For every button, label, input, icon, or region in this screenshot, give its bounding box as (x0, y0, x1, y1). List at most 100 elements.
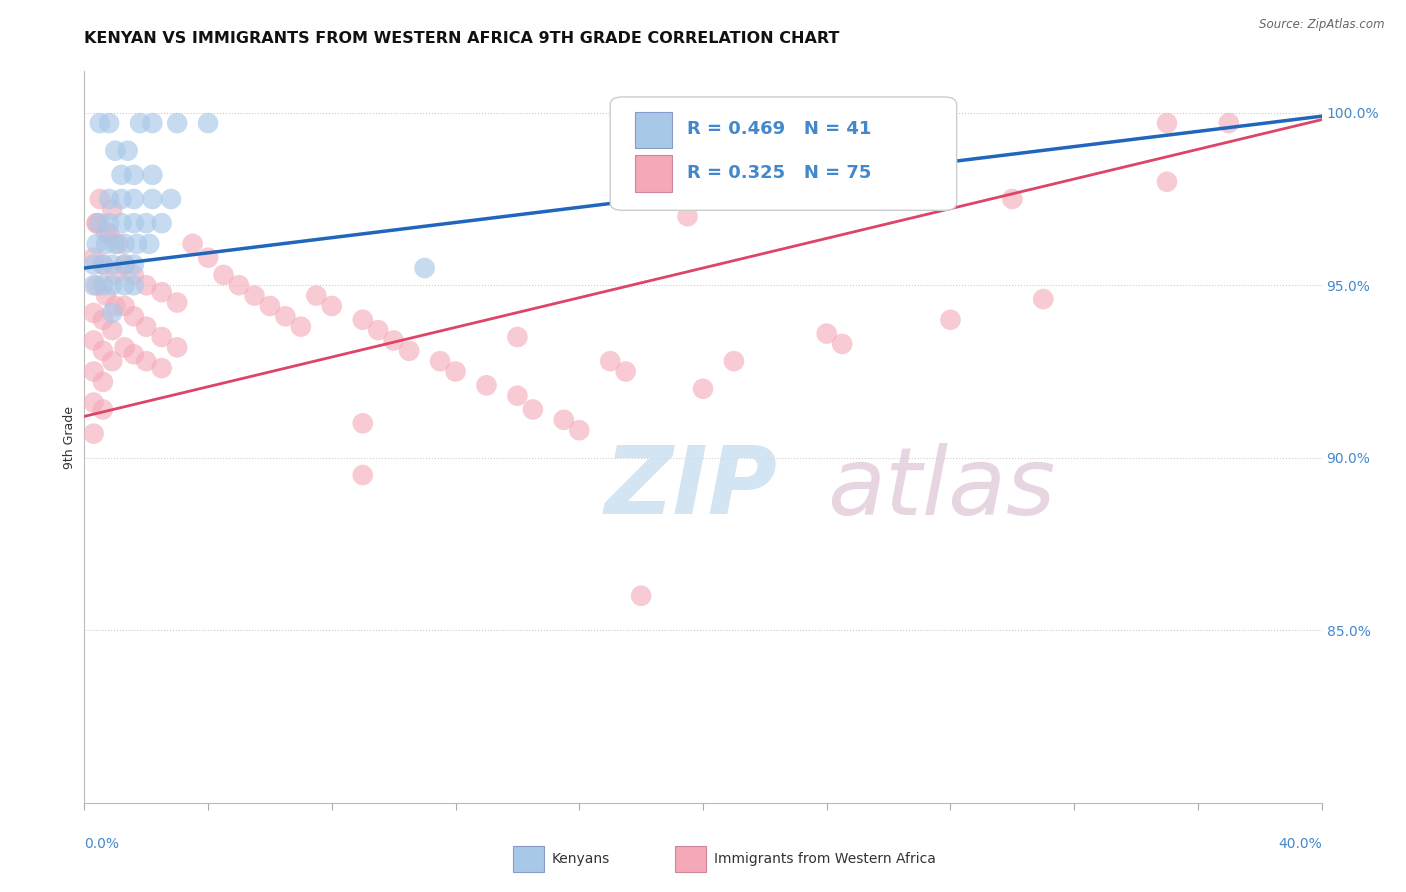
Point (122, 310, 145, 324)
Text: ZIP: ZIP (605, 442, 778, 534)
Point (129, 116, 152, 130)
Point (150, 330, 173, 344)
Point (83, 395, 105, 409)
Point (614, 365, 637, 379)
Point (197, 116, 219, 130)
Point (94, 288, 117, 302)
Point (107, 236, 129, 251)
Point (83, 365, 105, 379)
Point (91, 343, 114, 358)
Point (413, 260, 436, 275)
Point (228, 278, 250, 293)
Point (692, 382, 714, 396)
Point (150, 285, 173, 300)
Text: 0.0%: 0.0% (84, 837, 120, 851)
Point (89, 216, 111, 230)
Text: 40.0%: 40.0% (1278, 837, 1322, 851)
Point (1218, 116, 1240, 130)
Point (553, 413, 575, 427)
Point (506, 389, 529, 403)
Point (104, 236, 127, 251)
Point (122, 278, 145, 293)
Point (86, 216, 108, 230)
Point (166, 340, 188, 354)
Point (110, 192, 132, 206)
Point (89, 116, 111, 130)
Point (104, 144, 127, 158)
Point (86, 278, 108, 293)
Point (91, 375, 114, 389)
Point (630, 589, 652, 603)
Point (104, 299, 127, 313)
Text: atlas: atlas (827, 442, 1054, 533)
Point (135, 354, 157, 368)
Point (166, 295, 188, 310)
Point (305, 288, 328, 302)
Point (599, 354, 621, 368)
Point (94, 227, 117, 241)
Point (122, 268, 145, 282)
Point (98, 116, 121, 130)
Point (83, 251, 105, 265)
Point (723, 354, 745, 368)
Text: KENYAN VS IMMIGRANTS FROM WESTERN AFRICA 9TH GRADE CORRELATION CHART: KENYAN VS IMMIGRANTS FROM WESTERN AFRICA… (84, 31, 839, 46)
Point (831, 337, 853, 351)
Point (352, 468, 374, 483)
Text: Kenyans: Kenyans (551, 852, 609, 866)
Point (135, 319, 157, 334)
Point (101, 323, 124, 337)
Point (91, 258, 114, 272)
Point (568, 423, 591, 437)
Point (160, 192, 183, 206)
Point (114, 299, 136, 313)
Point (91, 312, 114, 326)
Point (117, 144, 139, 158)
Point (150, 216, 173, 230)
Point (1032, 292, 1054, 306)
Point (475, 378, 498, 392)
Point (352, 312, 374, 326)
Point (321, 299, 343, 313)
Point (939, 312, 962, 326)
FancyBboxPatch shape (610, 97, 956, 211)
Point (122, 216, 145, 230)
Point (94, 236, 117, 251)
Point (676, 209, 699, 223)
Point (444, 365, 467, 379)
Point (1156, 116, 1178, 130)
Text: Immigrants from Western Africa: Immigrants from Western Africa (714, 852, 936, 866)
Point (101, 306, 124, 320)
Point (110, 216, 132, 230)
Point (135, 216, 157, 230)
Point (101, 202, 124, 217)
Point (181, 236, 204, 251)
Point (114, 236, 136, 251)
Point (114, 258, 136, 272)
Point (197, 251, 219, 265)
Point (110, 168, 132, 182)
Point (429, 354, 451, 368)
Point (141, 116, 163, 130)
Point (83, 278, 105, 293)
Point (212, 268, 235, 282)
Point (352, 417, 374, 431)
Text: Source: ZipAtlas.com: Source: ZipAtlas.com (1260, 18, 1385, 31)
Point (138, 236, 160, 251)
Point (166, 116, 188, 130)
Point (114, 340, 136, 354)
Point (398, 343, 420, 358)
Y-axis label: 9th Grade: 9th Grade (63, 406, 76, 468)
Text: R = 0.469   N = 41: R = 0.469 N = 41 (688, 120, 872, 138)
Point (83, 426, 105, 441)
Point (101, 258, 124, 272)
Point (367, 323, 389, 337)
Point (877, 116, 900, 130)
Point (125, 236, 148, 251)
Point (522, 402, 544, 417)
Point (104, 268, 127, 282)
Point (122, 347, 145, 361)
Point (122, 258, 145, 272)
Point (815, 326, 838, 341)
Point (274, 310, 297, 324)
Point (83, 334, 105, 348)
